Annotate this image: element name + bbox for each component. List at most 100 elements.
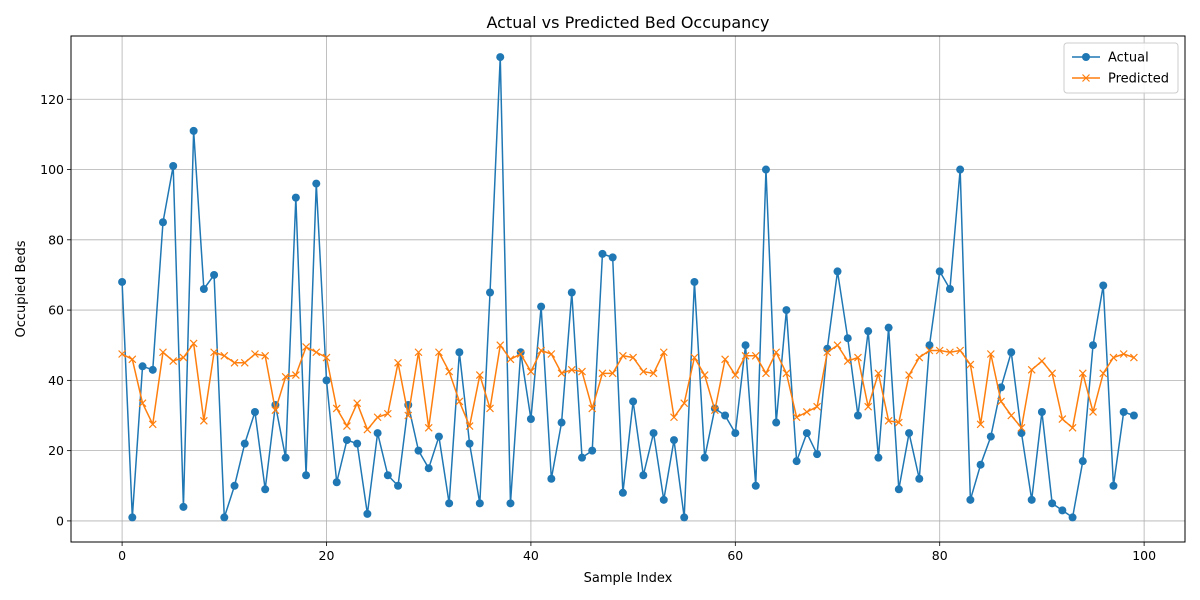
data-point bbox=[618, 351, 627, 360]
data-point bbox=[986, 350, 995, 358]
data-point bbox=[833, 341, 842, 350]
data-point bbox=[312, 179, 321, 188]
data-point bbox=[424, 423, 433, 432]
data-point bbox=[1007, 348, 1016, 357]
data-point bbox=[537, 302, 546, 311]
series-layer bbox=[118, 53, 1138, 522]
y-tick-label: 20 bbox=[48, 443, 64, 458]
x-tick-label: 20 bbox=[319, 548, 335, 563]
data-point bbox=[843, 334, 852, 343]
data-point bbox=[700, 453, 709, 462]
data-point bbox=[516, 350, 525, 358]
data-point bbox=[169, 162, 178, 171]
data-point bbox=[700, 371, 709, 380]
data-point bbox=[935, 267, 944, 276]
data-point bbox=[557, 418, 566, 427]
data-point bbox=[854, 353, 862, 362]
x-tick-label: 0 bbox=[118, 548, 126, 563]
data-point bbox=[332, 404, 341, 413]
data-point bbox=[271, 406, 280, 415]
data-point bbox=[506, 499, 515, 508]
data-point bbox=[925, 346, 934, 355]
data-point bbox=[394, 358, 402, 367]
data-point bbox=[659, 495, 668, 504]
data-point bbox=[1037, 357, 1046, 365]
data-point bbox=[1109, 353, 1118, 362]
data-point bbox=[639, 367, 648, 376]
data-point bbox=[997, 397, 1005, 406]
data-point bbox=[802, 408, 811, 416]
data-point bbox=[475, 499, 484, 508]
data-point bbox=[455, 397, 464, 406]
data-point bbox=[138, 362, 147, 371]
data-point bbox=[332, 478, 341, 487]
data-point bbox=[1037, 407, 1046, 416]
data-point bbox=[547, 350, 556, 358]
data-point bbox=[414, 446, 423, 455]
data-point bbox=[1089, 408, 1097, 416]
data-point bbox=[925, 341, 934, 350]
data-point bbox=[240, 358, 249, 367]
data-point bbox=[629, 397, 638, 406]
data-point bbox=[751, 351, 760, 360]
data-point bbox=[159, 348, 167, 357]
data-point bbox=[1048, 499, 1057, 508]
data-point bbox=[128, 513, 137, 522]
y-tick-label: 120 bbox=[40, 92, 64, 107]
chart-title: Actual vs Predicted Bed Occupancy bbox=[486, 13, 769, 32]
data-point bbox=[813, 402, 821, 411]
data-point bbox=[210, 270, 219, 279]
data-point bbox=[138, 399, 147, 408]
data-point bbox=[946, 348, 954, 357]
series-line-predicted bbox=[121, 342, 1135, 431]
data-point bbox=[690, 353, 699, 362]
data-point bbox=[782, 369, 791, 378]
x-tick-label: 100 bbox=[1132, 548, 1156, 563]
data-point bbox=[853, 411, 862, 420]
data-point bbox=[782, 306, 791, 315]
ticks: 0 20 40 60 80 100 0 20 40 60 80 100 120 bbox=[40, 92, 1156, 563]
data-point bbox=[363, 509, 372, 518]
data-point bbox=[966, 495, 975, 504]
data-point bbox=[598, 249, 607, 258]
data-point bbox=[649, 429, 658, 438]
data-point bbox=[373, 429, 382, 438]
data-point bbox=[1078, 369, 1087, 378]
data-point bbox=[956, 165, 965, 174]
data-point bbox=[158, 218, 167, 227]
data-point bbox=[578, 367, 586, 376]
data-point bbox=[915, 474, 924, 483]
data-point bbox=[302, 471, 311, 480]
data-point bbox=[690, 277, 699, 286]
x-tick-label: 80 bbox=[932, 548, 948, 563]
data-point bbox=[189, 126, 198, 135]
legend-label: Actual bbox=[1108, 51, 1149, 66]
data-point bbox=[557, 369, 566, 378]
data-point bbox=[905, 429, 914, 438]
data-point bbox=[823, 348, 832, 357]
data-point bbox=[741, 341, 750, 350]
data-point bbox=[1109, 481, 1118, 490]
x-axis-label: Sample Index bbox=[584, 571, 673, 586]
data-point bbox=[148, 365, 157, 374]
data-point bbox=[731, 371, 740, 380]
data-point bbox=[986, 432, 995, 441]
data-point bbox=[680, 399, 689, 408]
data-point bbox=[199, 285, 208, 293]
data-point bbox=[1099, 369, 1108, 378]
y-tick-label: 40 bbox=[48, 373, 64, 388]
data-point bbox=[915, 353, 924, 362]
legend-box bbox=[1063, 42, 1179, 94]
data-point bbox=[588, 446, 597, 455]
data-point bbox=[1017, 423, 1026, 432]
data-point bbox=[874, 453, 883, 462]
series-actual bbox=[118, 53, 1138, 522]
data-point bbox=[373, 413, 382, 422]
data-point bbox=[302, 343, 310, 351]
data-point bbox=[608, 253, 617, 262]
data-point bbox=[383, 471, 392, 480]
data-point bbox=[1119, 350, 1128, 358]
data-point bbox=[710, 406, 719, 415]
data-point bbox=[342, 436, 351, 445]
